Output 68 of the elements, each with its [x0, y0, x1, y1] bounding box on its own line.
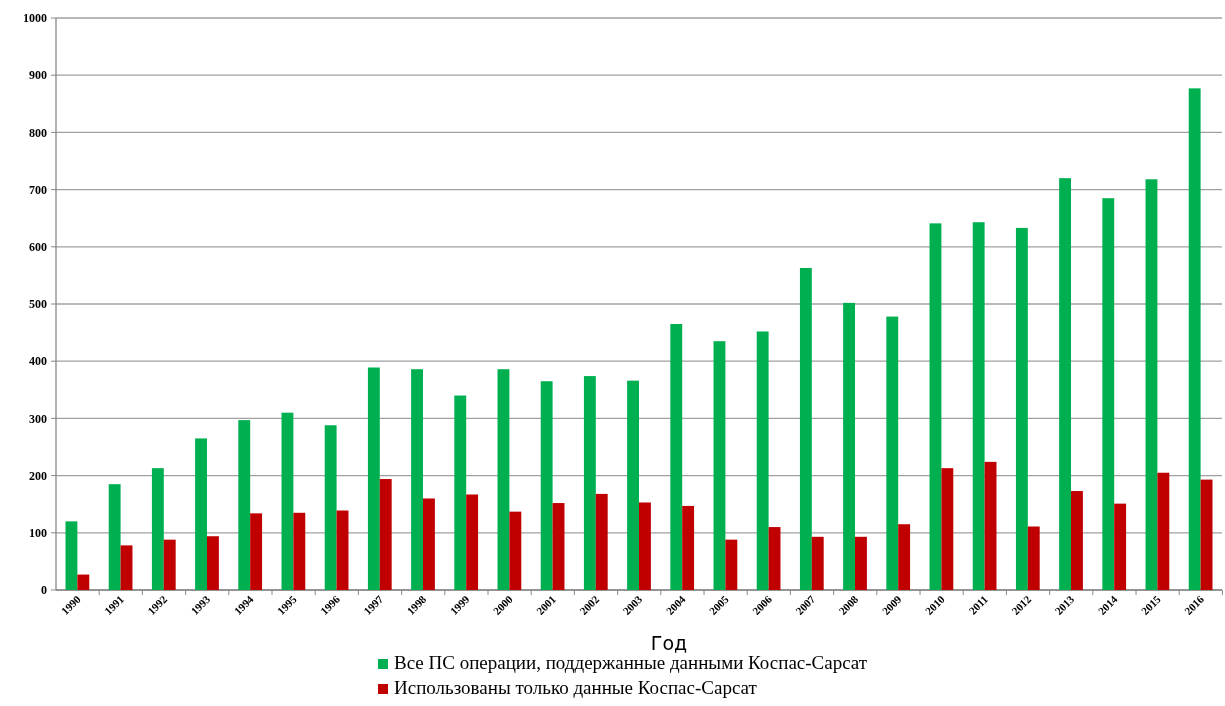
bar	[941, 468, 954, 590]
bar	[768, 527, 781, 590]
bar	[595, 493, 608, 590]
bar	[725, 539, 738, 590]
bar	[1027, 526, 1040, 590]
bar	[250, 513, 263, 590]
bar	[324, 425, 337, 590]
bar	[552, 503, 565, 590]
bar	[497, 369, 510, 590]
y-tick-label: 0	[41, 583, 47, 598]
bar	[713, 341, 726, 590]
bar	[540, 381, 553, 590]
bar	[120, 545, 133, 590]
legend-label: Все ПС операции, поддержанные данными Коспас-Сарсат	[394, 652, 868, 673]
y-tick-label: 900	[29, 68, 47, 83]
bar	[929, 223, 942, 590]
bar	[379, 479, 392, 590]
bar	[799, 267, 812, 590]
bar	[756, 331, 769, 590]
bar	[855, 536, 867, 590]
bar	[1145, 179, 1158, 590]
bar	[336, 510, 349, 590]
bar	[898, 524, 911, 590]
bar	[1059, 178, 1072, 590]
bar	[886, 316, 899, 590]
bar	[1200, 479, 1213, 590]
bar	[627, 380, 639, 590]
bar	[1071, 491, 1083, 590]
bar	[682, 505, 695, 590]
bar	[583, 376, 596, 590]
bar	[65, 521, 78, 590]
bar	[206, 536, 219, 590]
bar	[1157, 472, 1170, 590]
bar	[151, 468, 164, 590]
bar	[972, 222, 985, 590]
bar	[108, 484, 121, 590]
bar	[811, 536, 824, 590]
bar	[195, 438, 207, 590]
bar	[367, 367, 380, 590]
bar	[1102, 198, 1115, 590]
x-axis-title: Год	[650, 632, 688, 654]
bar	[509, 511, 522, 590]
bar	[77, 574, 90, 590]
bar	[639, 502, 651, 590]
y-tick-label: 1000	[23, 11, 47, 26]
legend-label: Использованы только данные Коспас-Сарсат	[394, 677, 758, 698]
bar	[293, 512, 306, 590]
y-tick-label: 100	[29, 526, 47, 540]
bar	[411, 369, 423, 590]
bar	[163, 539, 176, 590]
y-tick-label: 400	[29, 354, 47, 369]
y-tick-label: 700	[29, 182, 47, 197]
y-tick-label: 800	[29, 125, 47, 140]
bar	[984, 461, 997, 590]
bar	[670, 324, 683, 590]
bar	[422, 498, 435, 590]
bar	[466, 494, 479, 590]
bar	[454, 395, 467, 590]
y-tick-label: 500	[29, 297, 47, 312]
y-tick-label: 600	[29, 240, 47, 254]
bar	[1015, 227, 1028, 590]
bar	[1114, 503, 1127, 590]
bar	[843, 302, 856, 590]
y-tick-label: 200	[29, 468, 47, 483]
bar	[281, 412, 294, 590]
y-tick-label: 300	[29, 411, 47, 426]
bar	[1188, 88, 1201, 590]
bar	[238, 420, 251, 590]
